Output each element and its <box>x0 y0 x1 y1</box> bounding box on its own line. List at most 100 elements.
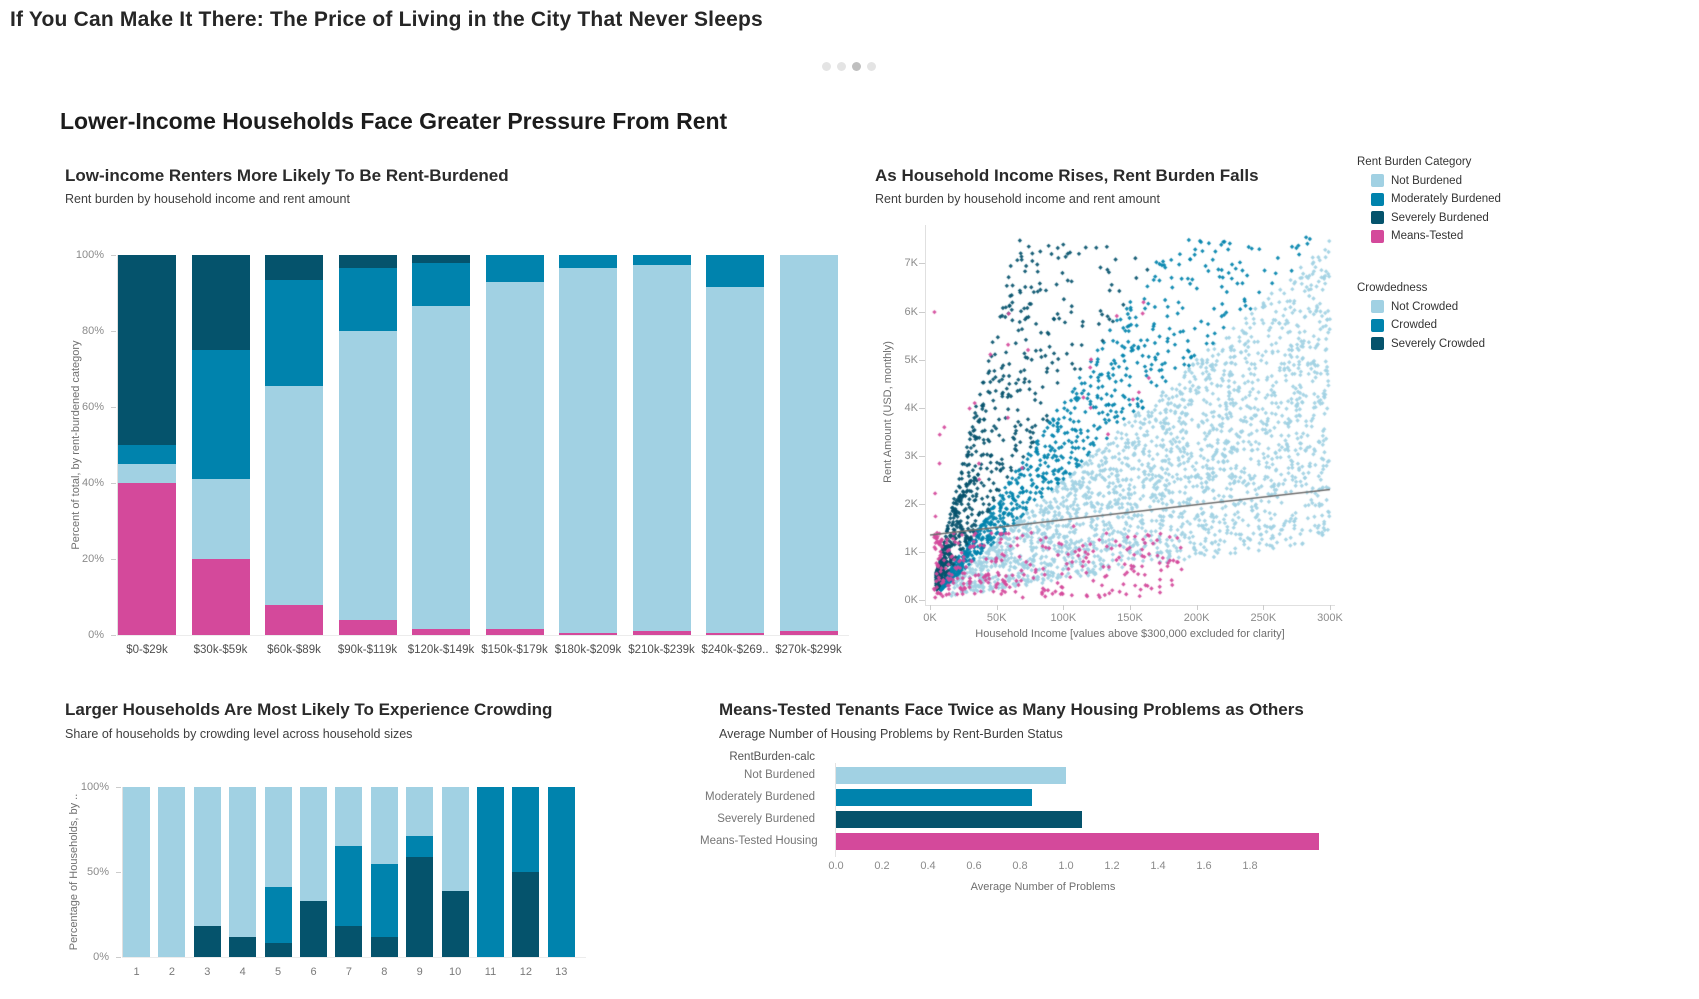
bar-segment-not_burdened[interactable] <box>300 787 327 901</box>
bar-segment-severely_burdened[interactable] <box>338 255 397 269</box>
bar-segment-severely_burdened[interactable] <box>406 856 434 957</box>
y-axis-tick: 6K <box>904 305 918 318</box>
x-axis-label: $60k-$89k <box>267 644 321 656</box>
bar-segment-moderately_burdened[interactable] <box>338 268 397 331</box>
bar-segment-not_burdened[interactable] <box>559 268 617 634</box>
bar-not_burdened[interactable] <box>836 767 1066 784</box>
bar-segment-severely_burdened[interactable] <box>193 926 221 957</box>
bar-segment-not_burdened[interactable] <box>706 287 764 634</box>
bar-segment-severely_burdened[interactable] <box>229 936 257 957</box>
bar-segment-moderately_burdened[interactable] <box>512 787 540 872</box>
bar-segment-severely_burdened[interactable] <box>300 900 327 957</box>
bar-segment-moderately_burdened[interactable] <box>706 255 764 288</box>
bar-segment-moderately_burdened[interactable] <box>412 262 470 307</box>
bar-segment-means_tested[interactable] <box>338 619 397 635</box>
legend-item[interactable]: Severely Burdened <box>1371 211 1489 224</box>
y-tick-mark <box>919 455 925 457</box>
y-axis-tick: 2K <box>904 497 918 510</box>
legend-item[interactable]: Not Burdened <box>1371 174 1462 187</box>
legend-group-title: Rent Burden Category <box>1357 156 1472 168</box>
bar-segment-not_burdened[interactable] <box>264 787 292 888</box>
bar-segment-means_tested[interactable] <box>412 629 470 635</box>
bar-segment-means_tested[interactable] <box>706 633 764 635</box>
x-axis-label: 8 <box>381 966 388 978</box>
bar-segment-not_burdened[interactable] <box>370 787 398 864</box>
bar-segment-not_burdened[interactable] <box>338 331 397 620</box>
x-axis-tick: 0.6 <box>966 860 982 872</box>
bar-segment-severely_burdened[interactable] <box>264 943 292 957</box>
bar-segment-not_burdened[interactable] <box>191 479 250 559</box>
x-axis-tick: 0.2 <box>874 860 890 872</box>
bar-segment-severely_burdened[interactable] <box>335 926 363 957</box>
chart-housing-problems-by-burden: Means-Tested Tenants Face Twice as Many … <box>700 695 1390 925</box>
bar-severely_burdened[interactable] <box>836 811 1083 828</box>
legend-label: Means-Tested <box>1391 230 1464 242</box>
bar-segment-moderately_burdened[interactable] <box>118 445 176 464</box>
y-axis-tick: 60% <box>81 401 104 413</box>
bar-segment-means_tested[interactable] <box>779 631 838 635</box>
bar-segment-moderately_burdened[interactable] <box>265 279 323 387</box>
y-axis-tick: 40% <box>81 477 104 489</box>
bar-segment-moderately_burdened[interactable] <box>559 255 617 269</box>
bar-segment-means_tested[interactable] <box>118 483 176 635</box>
bar-segment-severely_burdened[interactable] <box>412 255 470 263</box>
bar-segment-severely_burdened[interactable] <box>512 872 540 957</box>
bar-segment-not_burdened[interactable] <box>335 787 363 846</box>
bar-segment-moderately_burdened[interactable] <box>547 787 575 957</box>
bar-segment-moderately_burdened[interactable] <box>191 350 250 480</box>
bar-segment-severely_burdened[interactable] <box>118 255 176 445</box>
chart-title: Low-income Renters More Likely To Be Ren… <box>65 166 509 185</box>
bar-segment-not_burdened[interactable] <box>158 787 186 957</box>
pagination-dot[interactable] <box>837 62 846 71</box>
row-label: Moderately Burdened <box>705 791 815 803</box>
bar-segment-not_burdened[interactable] <box>265 386 323 605</box>
bar-segment-severely_burdened[interactable] <box>441 890 469 957</box>
x-axis-line <box>122 957 586 958</box>
bar-segment-moderately_burdened[interactable] <box>406 836 434 857</box>
bar-means_tested[interactable] <box>836 833 1319 850</box>
bar-segment-not_burdened[interactable] <box>441 787 469 891</box>
y-tick-mark <box>919 600 925 601</box>
bar-segment-severely_burdened[interactable] <box>370 936 398 957</box>
y-tick-mark <box>919 551 925 553</box>
bar-segment-severely_burdened[interactable] <box>191 255 250 350</box>
legend-item[interactable]: Moderately Burdened <box>1371 192 1501 206</box>
pagination-dot-active[interactable] <box>852 62 861 71</box>
carousel-pagination[interactable] <box>822 62 876 71</box>
bar-segment-not_burdened[interactable] <box>229 787 257 937</box>
bar-segment-not_burdened[interactable] <box>193 787 221 927</box>
bar-segment-not_burdened[interactable] <box>406 787 434 837</box>
bar-segment-moderately_burdened[interactable] <box>485 255 544 282</box>
bar-segment-means_tested[interactable] <box>632 631 691 635</box>
bar-segment-means_tested[interactable] <box>265 604 323 635</box>
x-axis-tick: 100K <box>1050 612 1077 624</box>
bar-segment-means_tested[interactable] <box>191 559 250 635</box>
bar-segment-moderately_burdened[interactable] <box>264 887 292 944</box>
bar-segment-moderately_burdened[interactable] <box>370 863 398 937</box>
bar-segment-moderately_burdened[interactable] <box>335 845 363 927</box>
scatter-points-canvas[interactable] <box>925 212 1345 604</box>
y-axis-line <box>117 255 118 635</box>
bar-segment-means_tested[interactable] <box>559 633 617 635</box>
bar-segment-not_burdened[interactable] <box>123 787 150 957</box>
legend-item[interactable]: Severely Crowded <box>1371 337 1485 350</box>
legend-item[interactable]: Crowded <box>1371 318 1437 332</box>
x-axis-label: 6 <box>310 966 317 978</box>
x-axis-label: 7 <box>345 966 352 978</box>
bar-segment-not_burdened[interactable] <box>118 464 176 483</box>
bar-segment-not_burdened[interactable] <box>779 255 838 632</box>
bar-segment-moderately_burdened[interactable] <box>632 255 691 265</box>
bar-segment-severely_burdened[interactable] <box>265 255 323 280</box>
y-axis-tick: 0K <box>904 594 918 606</box>
bar-moderately_burdened[interactable] <box>836 789 1032 806</box>
bar-segment-not_burdened[interactable] <box>632 264 691 632</box>
bar-segment-not_burdened[interactable] <box>485 281 544 630</box>
pagination-dot[interactable] <box>867 62 876 71</box>
x-axis-label: $0-$29k <box>126 644 168 656</box>
legend-item[interactable]: Means-Tested <box>1371 229 1464 243</box>
bar-segment-not_burdened[interactable] <box>412 306 470 630</box>
legend-item[interactable]: Not Crowded <box>1371 300 1458 313</box>
pagination-dot[interactable] <box>822 62 831 71</box>
bar-segment-moderately_burdened[interactable] <box>477 787 504 957</box>
bar-segment-means_tested[interactable] <box>485 629 544 635</box>
